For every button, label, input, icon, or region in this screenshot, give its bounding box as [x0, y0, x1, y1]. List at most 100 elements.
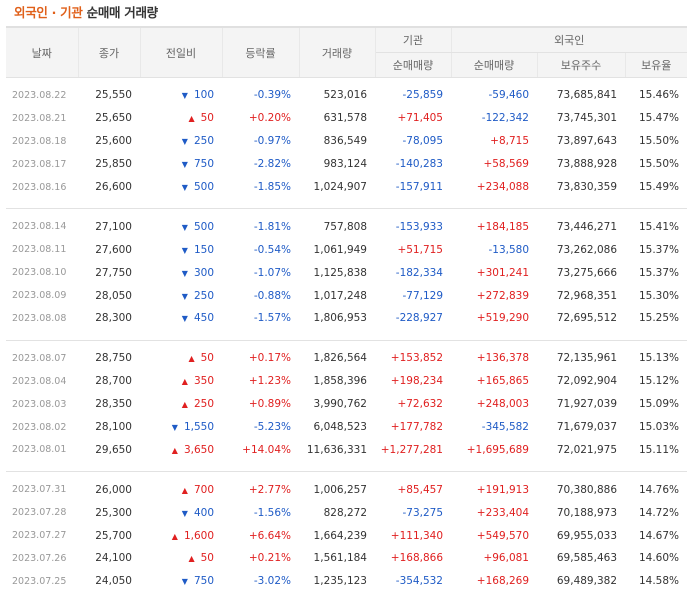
header-institution: 기관 — [375, 27, 452, 53]
cell-inst-net: -157,911 — [395, 181, 443, 193]
cell-inst-net: -25,859 — [402, 89, 443, 102]
cell-rate: +1.23% — [248, 375, 291, 388]
table-row: 2023.08.22 25,550 ▼ 100 -0.39% 523,016 -25,859… — [6, 84, 687, 107]
cell-rate: -1.56% — [253, 506, 291, 519]
cell-volume: 757,808 — [323, 220, 367, 233]
down-triangle-icon: ▼ — [181, 222, 188, 232]
section-title: 외국인 · 기관 순매매 거래량 — [0, 0, 691, 26]
cell-foreign-net: +1,695,689 — [466, 443, 529, 456]
diff-value: 50 — [200, 352, 214, 365]
table-row: 2023.07.26 24,100 ▲ 50 +0.21% 1,561,184 +168,8… — [6, 547, 687, 570]
cell-foreign-hold: 73,830,359 — [556, 181, 617, 193]
cell-foreign-net: +233,404 — [476, 506, 529, 519]
table-row: 2023.08.10 27,750 ▼ 300 -1.07% 1,125,838 -182,… — [6, 261, 687, 284]
down-triangle-icon: ▼ — [181, 160, 188, 170]
up-triangle-icon: ▲ — [181, 400, 188, 410]
cell-foreign-hold: 70,380,886 — [556, 483, 617, 496]
cell-date: 2023.07.28 — [12, 507, 67, 519]
cell-rate: -1.81% — [253, 220, 291, 233]
cell-diff: ▲ 700 — [140, 478, 222, 501]
cell-diff: ▲ 3,650 — [140, 438, 222, 461]
cell-inst-net: +177,782 — [390, 421, 443, 434]
cell-date: 2023.08.11 — [12, 244, 67, 256]
cell-diff: ▼ 250 — [140, 284, 222, 307]
table-row: 2023.08.14 27,100 ▼ 500 -1.81% 757,808 -153,93… — [6, 215, 687, 238]
up-triangle-icon: ▲ — [171, 445, 178, 455]
cell-foreign-net: +272,839 — [476, 289, 529, 302]
cell-volume: 1,235,123 — [313, 575, 367, 588]
cell-foreign-hold: 73,275,666 — [556, 266, 617, 279]
cell-diff: ▼ 500 — [140, 176, 222, 199]
cell-volume: 3,990,762 — [313, 398, 367, 411]
table-row: 2023.07.28 25,300 ▼ 400 -1.56% 828,272 -73,275… — [6, 501, 687, 524]
title-rest: 순매매 거래량 — [86, 5, 159, 20]
cell-foreign-ratio: 14.60% — [638, 552, 680, 565]
cell-volume: 1,024,907 — [313, 181, 367, 193]
group-divider — [6, 461, 688, 473]
cell-foreign-net: +8,715 — [490, 135, 529, 148]
cell-close: 25,650 — [95, 112, 132, 125]
table-body: 2023.08.22 25,550 ▼ 100 -0.39% 523,016 -25,859… — [6, 78, 688, 593]
diff-value: 750 — [193, 575, 214, 588]
cell-foreign-ratio: 15.50% — [638, 158, 680, 171]
cell-foreign-hold: 72,695,512 — [556, 312, 617, 325]
cell-diff: ▼ 400 — [140, 501, 222, 524]
cell-foreign-ratio: 15.12% — [638, 375, 680, 388]
cell-foreign-ratio: 15.46% — [638, 89, 680, 102]
down-triangle-icon: ▼ — [181, 291, 188, 301]
diff-value: 450 — [193, 312, 214, 325]
cell-rate: +2.77% — [248, 483, 291, 496]
down-triangle-icon: ▼ — [171, 423, 178, 433]
cell-volume: 1,006,257 — [313, 483, 367, 496]
cell-foreign-hold: 73,897,643 — [556, 135, 617, 148]
cell-volume: 1,826,564 — [313, 352, 367, 365]
header-for-ratio: 보유율 — [625, 52, 688, 78]
diff-value: 250 — [193, 398, 214, 411]
cell-rate: -0.88% — [253, 289, 291, 302]
cell-close: 28,300 — [95, 312, 132, 325]
cell-foreign-hold: 72,135,961 — [556, 352, 617, 365]
cell-foreign-ratio: 15.47% — [638, 112, 680, 125]
down-triangle-icon: ▼ — [181, 91, 188, 101]
cell-rate: -0.39% — [253, 89, 291, 102]
header-close: 종가 — [78, 27, 141, 78]
diff-value: 500 — [193, 220, 214, 233]
cell-rate: -2.82% — [253, 158, 291, 171]
cell-diff: ▲ 50 — [140, 547, 222, 570]
cell-close: 28,100 — [95, 421, 132, 434]
diff-value: 350 — [193, 375, 214, 388]
cell-foreign-net: -59,460 — [488, 89, 529, 102]
cell-rate: +6.64% — [248, 529, 291, 542]
cell-rate: -0.54% — [253, 243, 291, 256]
cell-close: 25,550 — [95, 89, 132, 102]
cell-volume: 1,125,838 — [313, 266, 367, 279]
table-row: 2023.08.16 26,600 ▼ 500 -1.85% 1,024,907 -157,… — [6, 176, 687, 199]
cell-diff: ▼ 750 — [140, 153, 222, 176]
cell-foreign-hold: 71,927,039 — [556, 398, 617, 411]
cell-foreign-ratio: 14.58% — [638, 575, 680, 588]
cell-foreign-net: +301,241 — [476, 266, 529, 279]
cell-close: 27,100 — [95, 220, 132, 233]
cell-foreign-hold: 69,585,463 — [556, 552, 617, 565]
cell-rate: -3.02% — [253, 575, 291, 588]
header-for-net: 순매매량 — [451, 52, 538, 78]
cell-foreign-net: +96,081 — [483, 552, 529, 565]
cell-foreign-ratio: 15.13% — [638, 352, 680, 365]
cell-foreign-hold: 69,489,382 — [556, 575, 617, 588]
cell-date: 2023.08.03 — [12, 398, 67, 410]
down-triangle-icon: ▼ — [181, 268, 188, 278]
cell-foreign-net: +519,290 — [476, 312, 529, 325]
cell-inst-net: -354,532 — [395, 575, 443, 588]
cell-close: 28,050 — [95, 289, 132, 302]
diff-value: 250 — [193, 135, 214, 148]
cell-date: 2023.08.08 — [12, 312, 67, 324]
cell-diff: ▲ 1,600 — [140, 524, 222, 547]
cell-foreign-net: -122,342 — [481, 112, 529, 125]
cell-foreign-hold: 73,888,928 — [556, 158, 617, 171]
cell-foreign-hold: 69,955,033 — [556, 529, 617, 542]
cell-close: 28,350 — [95, 398, 132, 411]
table-row: 2023.07.25 24,050 ▼ 750 -3.02% 1,235,123 -354,… — [6, 570, 687, 593]
diff-value: 400 — [193, 506, 214, 519]
diff-value: 1,600 — [183, 529, 214, 542]
table-row: 2023.08.01 29,650 ▲ 3,650 +14.04% 11,636,331 +… — [6, 438, 687, 461]
